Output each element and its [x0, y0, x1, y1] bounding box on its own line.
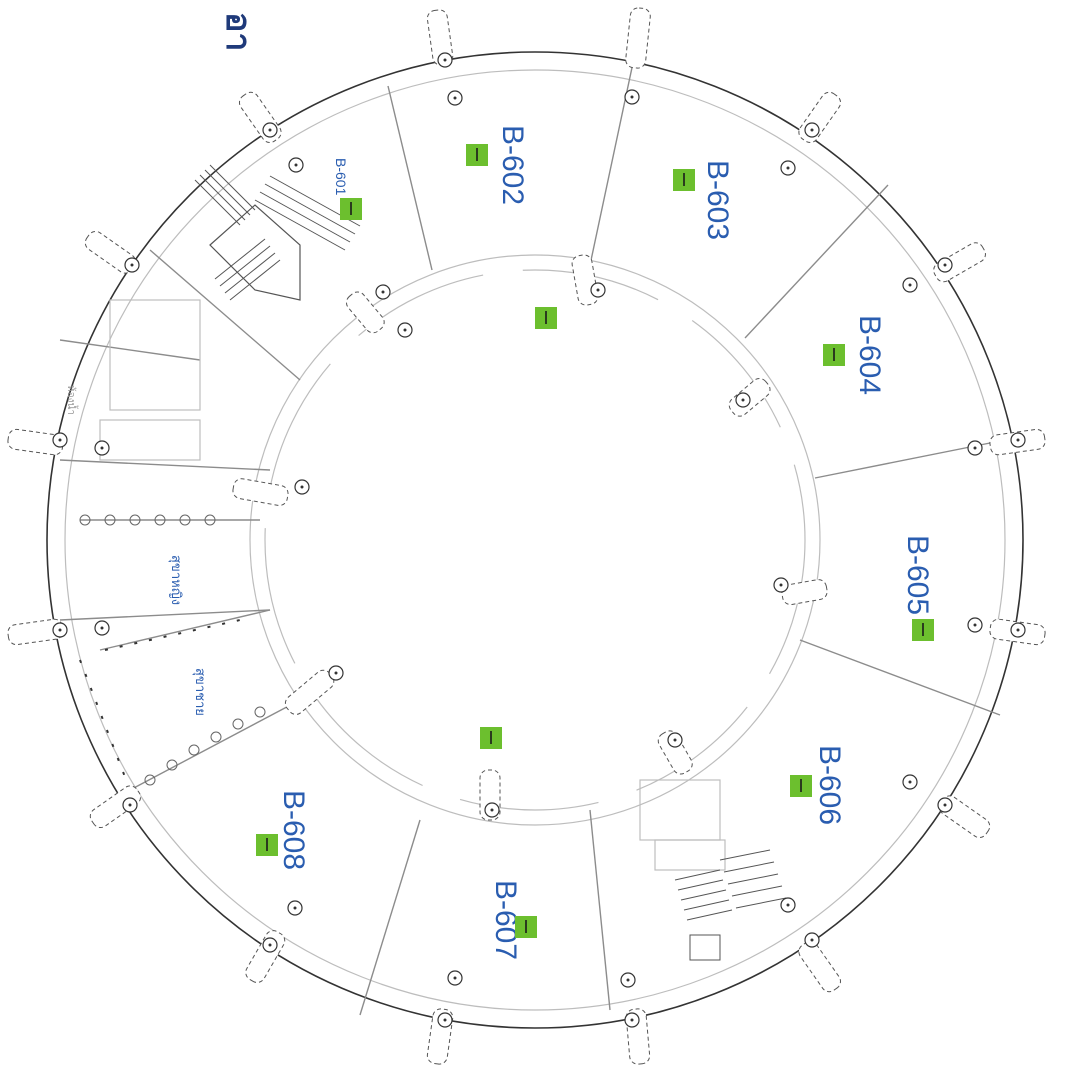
column-icon — [902, 774, 918, 790]
column-icon — [288, 157, 304, 173]
room-label-b608: B-608 — [277, 790, 310, 870]
column-icon — [484, 802, 500, 818]
fire-extinguisher-icon — [480, 727, 502, 749]
column-icon — [667, 732, 683, 748]
column-icon — [780, 160, 796, 176]
column-icon — [937, 797, 953, 813]
column-icon — [590, 282, 606, 298]
columns — [52, 52, 1026, 1028]
fire-extinguisher-icon — [823, 344, 845, 366]
room-label-b601: B-601 — [333, 158, 349, 196]
column-icon — [262, 122, 278, 138]
column-icon — [122, 797, 138, 813]
column-icon — [967, 440, 983, 456]
column-icon — [52, 432, 68, 448]
partition-walls — [59, 29, 1006, 1016]
column-icon — [804, 932, 820, 948]
column-icon — [94, 620, 110, 636]
fire-extinguisher-icon — [256, 834, 278, 856]
column-icon — [967, 617, 983, 633]
fire-extinguisher-icon — [340, 198, 362, 220]
room-label-b603: B-603 — [701, 160, 734, 240]
column-icon — [1010, 622, 1026, 638]
stair-icon — [674, 849, 787, 921]
room-label-b602: B-602 — [496, 125, 529, 205]
column-icon — [447, 970, 463, 986]
fire-extinguisher-icon — [466, 144, 488, 166]
column-icon — [447, 90, 463, 106]
room-label-b605: B-605 — [901, 535, 934, 615]
column-icon — [287, 900, 303, 916]
courtyard-ring — [264, 269, 806, 811]
stair-core-southeast — [639, 779, 787, 961]
column-icon — [437, 1012, 453, 1028]
column-icon — [620, 972, 636, 988]
fire-extinguisher-icon — [790, 775, 812, 797]
corridor-ring — [249, 254, 821, 826]
column-icon — [902, 277, 918, 293]
column-icon — [937, 257, 953, 273]
column-icon — [397, 322, 413, 338]
column-icon — [780, 897, 796, 913]
column-icon — [94, 440, 110, 456]
fire-extinguisher-icon — [912, 619, 934, 641]
toilet-fixtures — [79, 514, 301, 791]
column-icon — [624, 89, 640, 105]
outer-inner-ring — [64, 69, 1006, 1011]
column-icon — [262, 937, 278, 953]
column-icon — [773, 577, 789, 593]
outer-wall-ring — [46, 51, 1024, 1029]
toilet-male-label: สุขาชาย — [192, 668, 207, 716]
fire-extinguisher-icon — [515, 916, 537, 938]
stair-core-northwest — [99, 164, 361, 461]
fire-extinguisher-icon — [535, 307, 557, 329]
toilet-female-label: สุขาหญิง — [168, 555, 183, 605]
column-icon — [624, 1012, 640, 1028]
column-icon — [124, 257, 140, 273]
stair-icon — [194, 164, 361, 301]
column-icon — [1010, 432, 1026, 448]
column-icon — [328, 665, 344, 681]
column-icon — [52, 622, 68, 638]
fire-extinguisher-icon — [673, 169, 695, 191]
room-label-b606: B-606 — [813, 745, 846, 825]
column-icon — [437, 52, 453, 68]
column-icon — [735, 392, 751, 408]
column-icon — [804, 122, 820, 138]
column-icon — [294, 479, 310, 495]
toilet-small-label: ห้องน้ำ — [65, 385, 79, 415]
room-label-b604: B-604 — [853, 315, 886, 395]
column-icon — [375, 284, 391, 300]
